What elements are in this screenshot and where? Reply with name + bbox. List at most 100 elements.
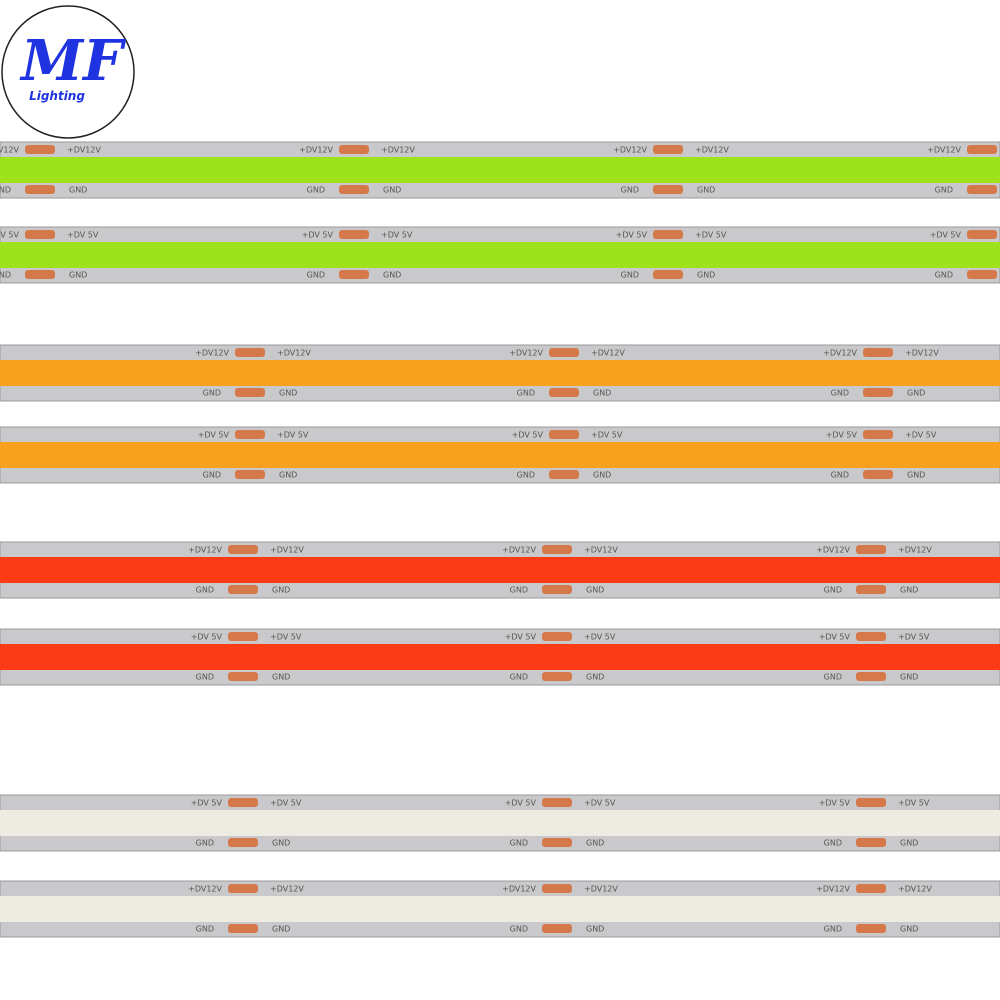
- supply-label: +DV 5V: [591, 431, 623, 440]
- supply-label: +DV 5V: [826, 431, 858, 440]
- solder-pad: [863, 388, 893, 397]
- supply-label: +DV 5V: [898, 633, 930, 642]
- solder-pad: [339, 270, 369, 279]
- led-strip: +DV 5V +DV 5V GND GND +DV 5V +DV 5V GND GND +DV …: [0, 794, 1000, 852]
- solder-pad: [856, 924, 886, 933]
- solder-pad: [542, 545, 572, 554]
- solder-pad: [549, 348, 579, 357]
- ground-label: GND: [0, 186, 11, 195]
- solder-pad: [542, 632, 572, 641]
- ground-label: GND: [824, 839, 842, 848]
- solder-pad: [228, 632, 258, 641]
- supply-label: +DV 5V: [616, 231, 648, 240]
- solder-pad: [967, 230, 997, 239]
- solder-pad: [235, 470, 265, 479]
- ground-label: GND: [586, 586, 604, 595]
- supply-label: +DV12V: [816, 546, 850, 555]
- solder-pad: [856, 545, 886, 554]
- supply-label: +DV 5V: [819, 633, 851, 642]
- ground-label: GND: [935, 186, 953, 195]
- led-strip: +DV 5V +DV 5V GND GND +DV 5V +DV 5V GND GND +DV …: [0, 628, 1000, 686]
- strip-emitter: [0, 644, 1000, 670]
- ground-label: GND: [510, 673, 528, 682]
- ground-label: GND: [203, 471, 221, 480]
- ground-label: GND: [510, 839, 528, 848]
- solder-pad: [228, 838, 258, 847]
- supply-label: +DV12V: [270, 546, 304, 555]
- strip-emitter: [0, 360, 1000, 386]
- ground-label: GND: [824, 586, 842, 595]
- ground-label: GND: [831, 471, 849, 480]
- supply-label: +DV 5V: [512, 431, 544, 440]
- solder-pad: [542, 585, 572, 594]
- led-strip: +DV12V +DV12V GND GND +DV12V +DV12V GND GND +DV1…: [0, 880, 1000, 938]
- ground-label: GND: [272, 673, 290, 682]
- ground-label: GND: [907, 471, 925, 480]
- ground-label: GND: [621, 271, 639, 280]
- supply-label: +DV 5V: [198, 431, 230, 440]
- supply-label: +DV12V: [0, 146, 20, 155]
- logo: MF Lighting: [1, 5, 135, 139]
- ground-label: GND: [831, 389, 849, 398]
- solder-pad: [228, 585, 258, 594]
- solder-pad: [856, 672, 886, 681]
- ground-label: GND: [900, 586, 918, 595]
- supply-label: +DV12V: [188, 885, 222, 894]
- solder-pad: [653, 270, 683, 279]
- ground-label: GND: [383, 271, 401, 280]
- supply-label: +DV12V: [584, 546, 618, 555]
- supply-label: +DV 5V: [898, 799, 930, 808]
- ground-label: GND: [272, 925, 290, 934]
- solder-pad: [542, 672, 572, 681]
- solder-pad: [542, 924, 572, 933]
- led-strip: +DV12V +DV12V GND GND +DV12V +DV12V GND GND +DV1…: [0, 541, 1000, 599]
- supply-label: +DV 5V: [270, 799, 302, 808]
- ground-label: GND: [510, 586, 528, 595]
- solder-pad: [856, 798, 886, 807]
- supply-label: +DV12V: [381, 146, 415, 155]
- ground-label: GND: [279, 471, 297, 480]
- solder-pad: [653, 145, 683, 154]
- supply-label: +DV 5V: [191, 633, 223, 642]
- supply-label: +DV12V: [591, 349, 625, 358]
- led-strip: +DV12V +DV12V GND GND +DV12V +DV12V GND GND +DV1…: [0, 344, 1000, 402]
- solder-pad: [25, 270, 55, 279]
- ground-label: GND: [517, 389, 535, 398]
- supply-label: +DV12V: [905, 349, 939, 358]
- supply-label: +DV 5V: [905, 431, 937, 440]
- ground-label: GND: [196, 839, 214, 848]
- ground-label: GND: [272, 839, 290, 848]
- solder-pad: [235, 348, 265, 357]
- ground-label: GND: [824, 925, 842, 934]
- supply-label: +DV12V: [299, 146, 333, 155]
- supply-label: +DV12V: [277, 349, 311, 358]
- strip-emitter: [0, 557, 1000, 583]
- supply-label: +DV12V: [502, 885, 536, 894]
- led-strip: +DV 5V +DV 5V GND GND +DV 5V +DV 5V GND GND +DV …: [0, 226, 1000, 284]
- ground-label: GND: [935, 271, 953, 280]
- supply-label: +DV 5V: [277, 431, 309, 440]
- solder-pad: [653, 230, 683, 239]
- solder-pad: [542, 884, 572, 893]
- solder-pad: [549, 430, 579, 439]
- supply-label: +DV12V: [188, 546, 222, 555]
- ground-label: GND: [307, 186, 325, 195]
- solder-pad: [863, 470, 893, 479]
- supply-label: +DV 5V: [0, 231, 20, 240]
- ground-label: GND: [900, 925, 918, 934]
- solder-pad: [235, 388, 265, 397]
- solder-pad: [549, 470, 579, 479]
- ground-label: GND: [203, 389, 221, 398]
- solder-pad: [228, 672, 258, 681]
- supply-label: +DV12V: [195, 349, 229, 358]
- ground-label: GND: [307, 271, 325, 280]
- supply-label: +DV 5V: [695, 231, 727, 240]
- strip-emitter: [0, 442, 1000, 468]
- ground-label: GND: [697, 271, 715, 280]
- supply-label: +DV12V: [509, 349, 543, 358]
- solder-pad: [856, 632, 886, 641]
- logo-circle: [1, 5, 135, 139]
- solder-pad: [25, 230, 55, 239]
- supply-label: +DV12V: [613, 146, 647, 155]
